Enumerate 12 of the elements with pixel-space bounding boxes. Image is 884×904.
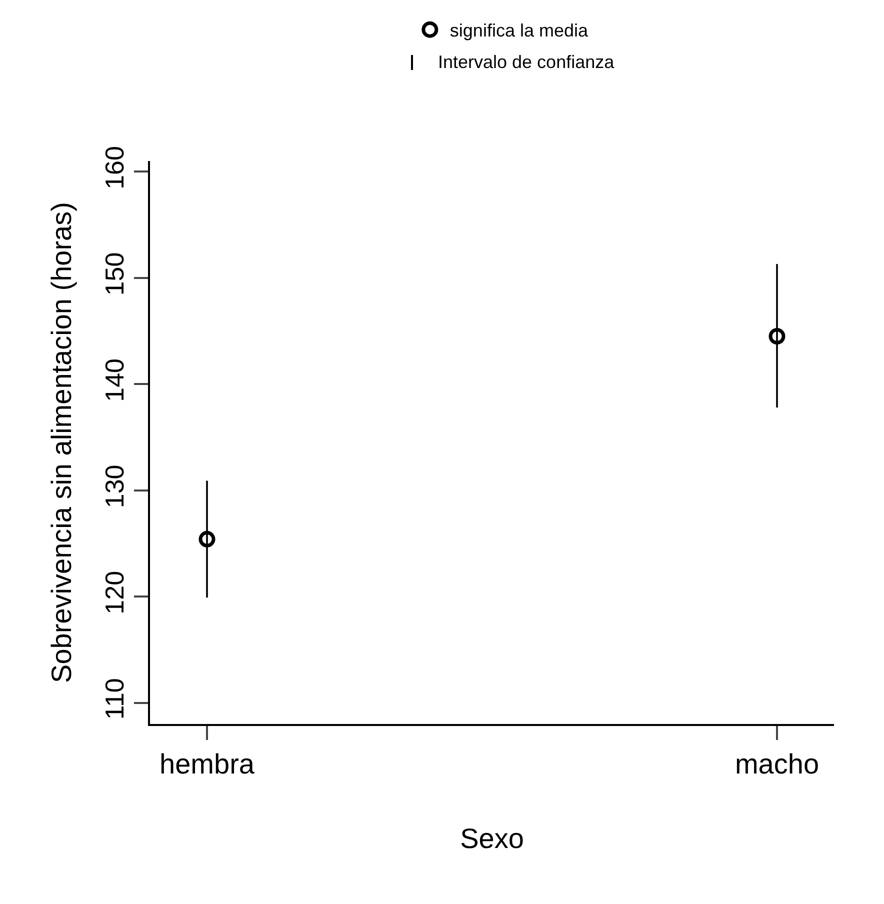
y-tick-label: 120 bbox=[100, 570, 130, 614]
x-tick-label: macho bbox=[734, 748, 820, 780]
text: Intervalo de confianza bbox=[438, 52, 616, 72]
x-tick-label: hembra bbox=[160, 748, 255, 780]
y-tick-label: 130 bbox=[100, 464, 130, 508]
y-tick-label: 110 bbox=[100, 678, 130, 720]
legend-label: significa la media bbox=[450, 20, 589, 41]
y-tick-label: 150 bbox=[100, 252, 130, 296]
y-tick-label: 140 bbox=[100, 358, 130, 402]
y-axis-title: Sobrevivencia sin alimentacion (horas) bbox=[46, 202, 77, 683]
x-axis-title: Sexo bbox=[460, 823, 524, 854]
y-tick-label: 160 bbox=[100, 146, 130, 190]
